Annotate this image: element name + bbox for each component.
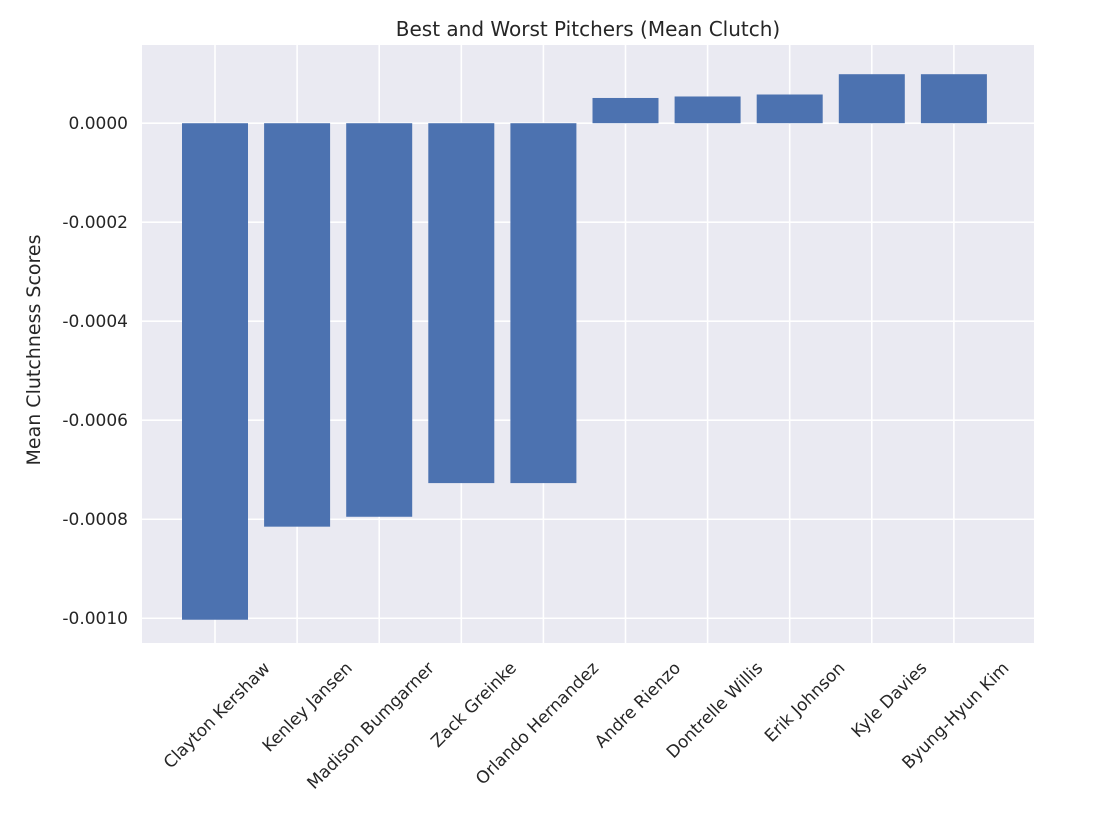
- y-tick-label: -0.0004: [62, 312, 128, 332]
- y-tick-label: -0.0008: [62, 510, 128, 530]
- y-axis-title: Mean Clutchness Scores: [23, 234, 45, 465]
- y-tick-label: -0.0006: [62, 411, 128, 431]
- y-tick-label: -0.0002: [62, 213, 128, 233]
- bar-orlando-hernandez: [510, 123, 577, 484]
- bars: [182, 74, 987, 620]
- x-tick-label: Kyle Davies: [848, 658, 932, 742]
- bar-byung-hyun-kim: [920, 74, 987, 124]
- bar-andre-rienzo: [592, 97, 659, 124]
- x-tick-label: Erik Johnson: [761, 658, 849, 746]
- y-tick-label: -0.0010: [62, 609, 128, 629]
- bar-kenley-jansen: [264, 123, 331, 527]
- y-tick-label: 0.0000: [69, 114, 128, 134]
- bar-madison-bumgarner: [346, 123, 413, 517]
- x-tick-label: Andre Rienzo: [591, 658, 685, 752]
- x-tick-label: Zack Greinke: [427, 658, 520, 751]
- bar-kyle-davies: [838, 74, 905, 124]
- x-tick-label: Clayton Kershaw: [160, 658, 275, 773]
- bar-dontrelle-willis: [674, 96, 741, 124]
- chart-title: Best and Worst Pitchers (Mean Clutch): [396, 17, 780, 41]
- bar-erik-johnson: [756, 94, 823, 124]
- bar-zack-greinke: [428, 123, 495, 484]
- y-tick-labels: 0.0000 -0.0002 -0.0004 -0.0006 -0.0008 -0.001…: [62, 114, 128, 629]
- bar-clayton-kershaw: [182, 123, 248, 620]
